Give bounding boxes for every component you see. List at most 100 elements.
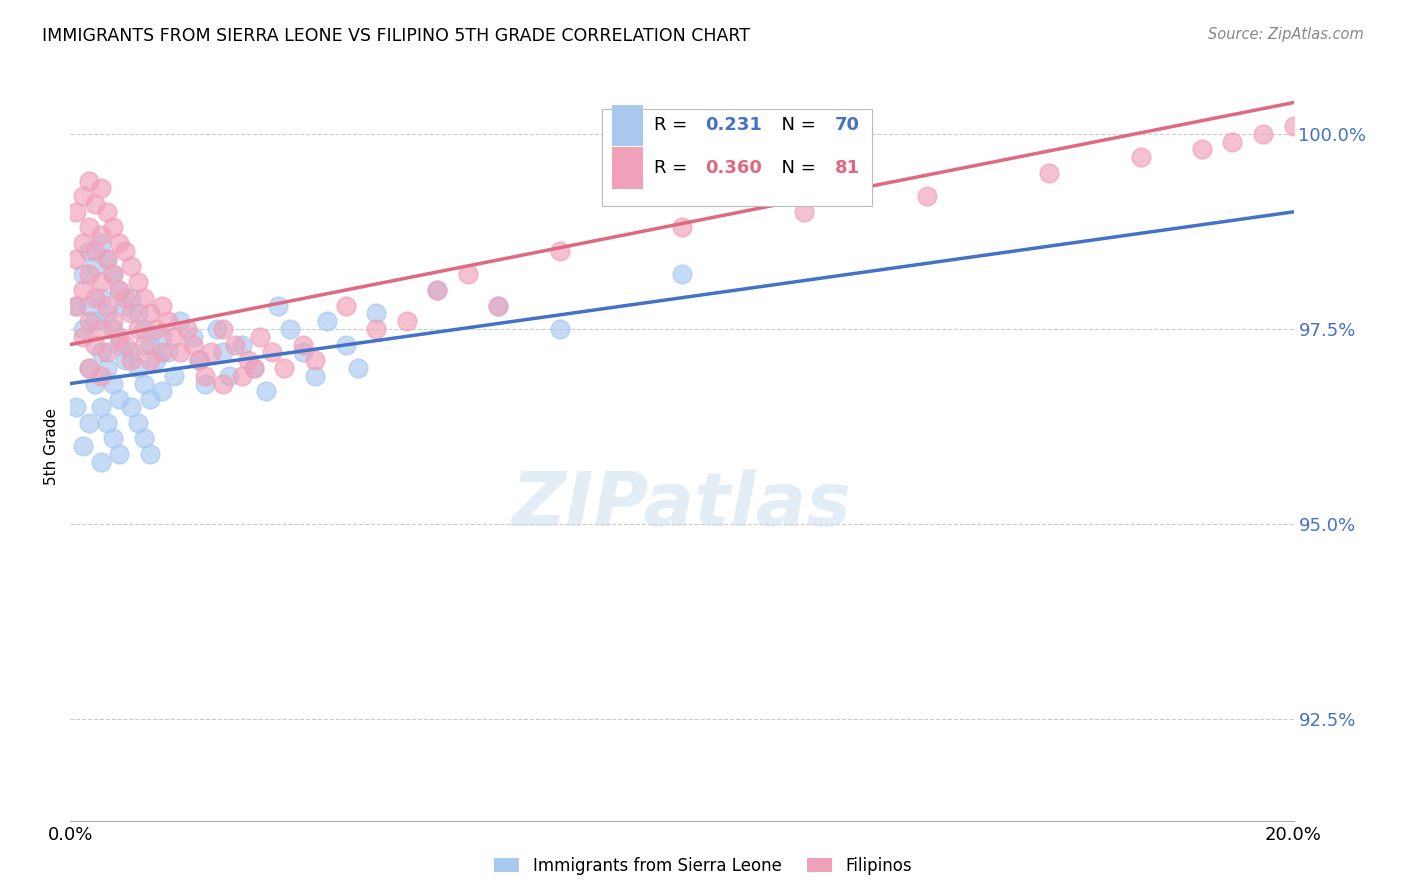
Point: [291, 345, 314, 359]
Point: [457, 268, 479, 282]
Point: [72, 439, 94, 453]
Point: [231, 368, 253, 383]
Text: R =: R =: [654, 116, 693, 134]
Point: [280, 322, 302, 336]
Point: [108, 329, 131, 343]
Point: [77, 360, 100, 375]
Point: [139, 353, 162, 368]
Point: [176, 322, 198, 336]
Point: [83, 260, 105, 274]
Point: [127, 416, 149, 430]
Text: 0.360: 0.360: [706, 159, 762, 178]
Point: [181, 337, 204, 351]
Point: [65, 204, 87, 219]
Point: [90, 455, 112, 469]
Point: [671, 220, 693, 235]
Point: [83, 337, 105, 351]
Point: [304, 368, 326, 383]
Point: [304, 353, 326, 368]
Point: [101, 376, 124, 391]
Point: [291, 337, 314, 351]
Point: [366, 322, 388, 336]
Point: [108, 392, 131, 407]
Point: [200, 345, 222, 359]
Point: [548, 244, 571, 258]
Point: [72, 329, 94, 343]
Point: [150, 345, 173, 359]
Point: [90, 275, 112, 289]
Point: [231, 337, 253, 351]
Point: [90, 181, 112, 195]
Point: [77, 360, 100, 375]
Text: IMMIGRANTS FROM SIERRA LEONE VS FILIPINO 5TH GRADE CORRELATION CHART: IMMIGRANTS FROM SIERRA LEONE VS FILIPINO…: [42, 27, 751, 45]
Point: [108, 337, 131, 351]
Point: [114, 299, 136, 313]
Point: [121, 353, 143, 368]
Text: N =: N =: [770, 116, 821, 134]
Point: [145, 353, 167, 368]
Point: [127, 360, 149, 375]
Point: [121, 260, 143, 274]
Point: [77, 299, 100, 313]
Point: [181, 329, 204, 343]
Point: [65, 299, 87, 313]
Point: [163, 368, 186, 383]
Point: [366, 306, 388, 320]
Point: [671, 268, 693, 282]
Point: [72, 322, 94, 336]
Y-axis label: 5th Grade: 5th Grade: [44, 408, 59, 484]
Point: [77, 220, 100, 235]
Point: [121, 306, 143, 320]
Point: [101, 268, 124, 282]
Point: [150, 329, 173, 343]
Point: [96, 416, 118, 430]
Text: Source: ZipAtlas.com: Source: ZipAtlas.com: [1208, 27, 1364, 42]
Point: [1038, 166, 1060, 180]
Point: [127, 322, 149, 336]
Point: [90, 228, 112, 243]
Point: [1129, 150, 1152, 164]
Point: [1191, 142, 1213, 156]
Point: [236, 353, 259, 368]
Point: [72, 268, 94, 282]
Point: [150, 384, 173, 399]
Point: [212, 376, 235, 391]
Point: [395, 314, 418, 328]
Point: [316, 314, 339, 328]
Point: [77, 416, 100, 430]
FancyBboxPatch shape: [602, 109, 872, 206]
Point: [488, 299, 510, 313]
Point: [139, 306, 162, 320]
Point: [72, 236, 94, 251]
Text: N =: N =: [770, 159, 821, 178]
Point: [83, 291, 105, 305]
Point: [96, 345, 118, 359]
Point: [114, 337, 136, 351]
Point: [212, 322, 235, 336]
Point: [108, 447, 131, 461]
Point: [139, 392, 162, 407]
Point: [121, 400, 143, 414]
Point: [150, 299, 173, 313]
Point: [254, 384, 277, 399]
Text: 0.231: 0.231: [706, 116, 762, 134]
Point: [96, 360, 118, 375]
Point: [139, 447, 162, 461]
Point: [96, 252, 118, 266]
Point: [139, 337, 162, 351]
Point: [114, 244, 136, 258]
Point: [72, 283, 94, 297]
Point: [132, 322, 155, 336]
Point: [243, 360, 266, 375]
Point: [90, 291, 112, 305]
Point: [224, 337, 246, 351]
Point: [77, 173, 100, 187]
Point: [101, 220, 124, 235]
Point: [127, 306, 149, 320]
Point: [83, 197, 105, 211]
Point: [218, 368, 240, 383]
Point: [132, 291, 155, 305]
Point: [65, 400, 87, 414]
Text: 70: 70: [835, 116, 860, 134]
Point: [83, 314, 105, 328]
